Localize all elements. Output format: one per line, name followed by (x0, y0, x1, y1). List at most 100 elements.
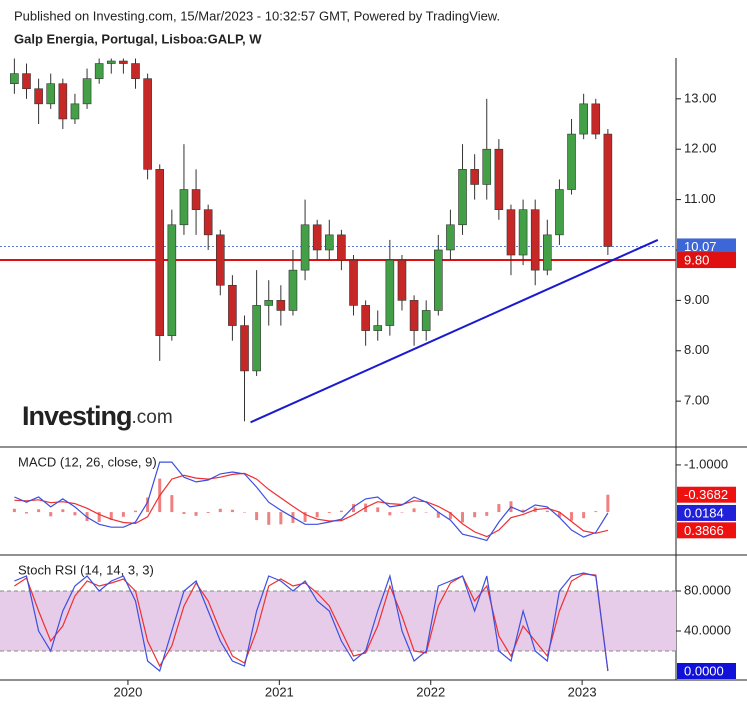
panel (12, 461, 610, 542)
histogram-bar (436, 512, 440, 518)
histogram-bar (206, 512, 210, 514)
candle-body (70, 103, 80, 120)
macd-line (14, 461, 609, 542)
value-tag (677, 238, 736, 255)
candle-body (191, 189, 201, 210)
histogram-bar (255, 512, 259, 521)
candle-body (46, 83, 56, 105)
candle-body (22, 73, 31, 90)
value-tag (677, 504, 736, 521)
histogram-bar (473, 512, 477, 518)
histogram-bar (121, 512, 125, 517)
y-tick-label: -1.0000 (684, 456, 728, 471)
histogram-bar (557, 512, 561, 518)
y-tick-label: 12.00 (684, 141, 717, 156)
panel (0, 572, 676, 673)
candle-body (579, 103, 588, 135)
candle-body (167, 224, 177, 336)
y-tick-label: 7.00 (684, 393, 709, 408)
candle-body (240, 325, 249, 372)
candle-body (34, 88, 43, 105)
value-tag-label: 0.0184 (684, 505, 724, 520)
histogram-bar (582, 512, 586, 519)
y-tick-label: 80.0000 (684, 582, 731, 597)
candle-body (591, 103, 601, 135)
logo-suffix: .com (132, 407, 173, 428)
histogram-bar (376, 507, 380, 513)
histogram-bar (545, 510, 549, 513)
x-tick-label: 2021 (265, 684, 294, 699)
histogram-bar (412, 508, 416, 513)
histogram-bar (327, 512, 331, 514)
candle-body (361, 305, 370, 331)
histogram-bar (134, 510, 138, 513)
candle-body (506, 209, 516, 256)
histogram-bar (400, 512, 404, 513)
candle-body (324, 234, 334, 251)
histogram-bar (243, 512, 247, 513)
histogram-bar (267, 512, 271, 525)
histogram-bar (37, 509, 41, 513)
histogram-bar (424, 512, 428, 513)
candle-body (397, 259, 407, 301)
histogram-bar (230, 509, 234, 513)
candle-body (530, 209, 540, 271)
histogram-bar (497, 504, 501, 513)
histogram-bar (606, 494, 610, 513)
value-tag-label: -0.3682 (684, 487, 728, 502)
candle-body (94, 63, 104, 79)
candle-body (494, 148, 504, 210)
y-tick-label: 8.00 (684, 342, 709, 357)
candle-body (470, 169, 479, 185)
symbol-title: Galp Energia, Portugal, Lisboa:GALP, W (14, 31, 262, 46)
candle-body (106, 60, 116, 64)
x-tick-label: 2020 (113, 684, 142, 699)
value-tag-label: 9.80 (684, 252, 709, 267)
histogram-bar (97, 512, 101, 522)
candle-body (518, 209, 528, 256)
histogram-bar (315, 512, 319, 518)
histogram-bar (521, 509, 525, 513)
histogram-bar (594, 511, 598, 513)
candle-body (179, 189, 189, 226)
candle-body (434, 249, 443, 311)
x-tick-label: 2022 (416, 684, 445, 699)
histogram-bar (109, 512, 113, 521)
value-tag (677, 663, 736, 679)
candle-body (458, 169, 467, 226)
panel-title: MACD (12, 26, close, 9) (18, 454, 157, 469)
value-tag-label: 0.0000 (684, 663, 724, 678)
histogram-bar (61, 509, 65, 513)
candle-body (203, 209, 213, 236)
candle-body (385, 259, 395, 326)
y-tick-label: 9.00 (684, 292, 709, 307)
histogram-bar (339, 510, 343, 513)
candle-body (82, 78, 92, 105)
k-line (14, 572, 609, 673)
candle-body (119, 60, 128, 64)
histogram-bar (461, 512, 465, 523)
logo-brand: Investing.com (22, 401, 173, 431)
histogram-bar (218, 508, 222, 513)
value-tag (677, 486, 736, 503)
candle-body (300, 224, 310, 271)
logo-brand-text: Investing (22, 401, 132, 431)
histogram-bar (388, 512, 392, 516)
histogram-bar (303, 512, 307, 522)
signal-line (14, 472, 609, 538)
candle-body (421, 310, 431, 331)
candle-body (215, 234, 225, 286)
histogram-bar (170, 495, 174, 513)
candle-body (567, 133, 576, 190)
candle-body (555, 189, 564, 236)
candle-body (143, 78, 152, 170)
histogram-bar (73, 512, 77, 516)
histogram-bar (485, 512, 489, 516)
candle-body (446, 224, 455, 251)
candle-body (543, 234, 552, 271)
value-tag (677, 252, 736, 269)
histogram-bar (182, 512, 186, 514)
candle-body (288, 269, 298, 311)
